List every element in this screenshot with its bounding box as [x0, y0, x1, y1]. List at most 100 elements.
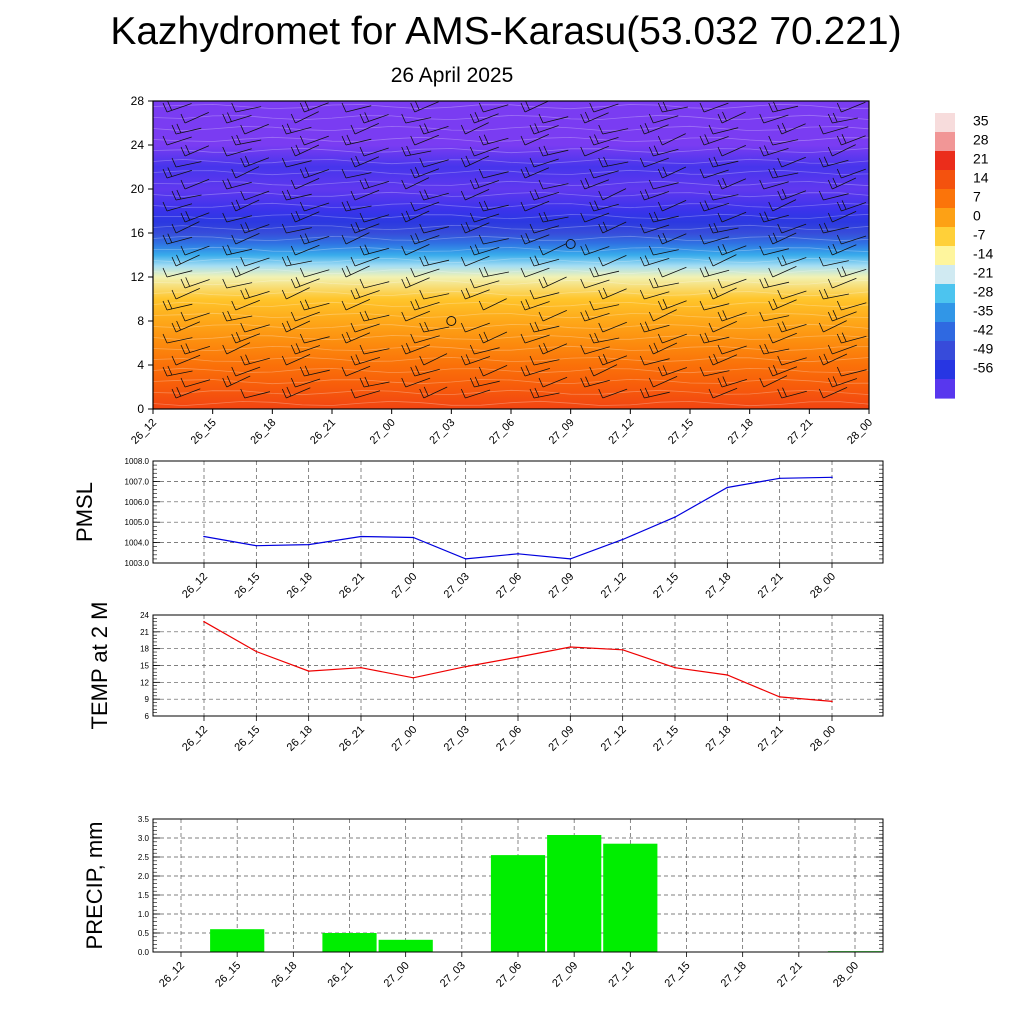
wind-barb — [180, 343, 211, 355]
wind-barb — [580, 178, 610, 190]
colorbar-label: -42 — [973, 322, 993, 338]
wind-barb — [768, 232, 797, 245]
wind-barb — [281, 255, 312, 267]
x-tick-label: 28_00 — [808, 571, 838, 601]
x-tick-label: 27_21 — [775, 960, 805, 990]
pmsl-point — [674, 516, 676, 518]
temp2m-point — [726, 674, 729, 676]
wind-barb — [359, 178, 390, 190]
wind-barb — [180, 245, 210, 256]
wind-barb — [478, 266, 509, 278]
wind-barb — [222, 375, 251, 388]
wind-barb — [657, 166, 687, 179]
heatmap-y-tick-label: 0 — [137, 402, 144, 416]
wind-barb — [589, 266, 620, 278]
wind-barb — [529, 123, 559, 135]
wind-barb — [648, 277, 679, 289]
temp2m-point — [412, 677, 415, 679]
x-tick-label: 28_00 — [808, 724, 838, 754]
wind-barb — [639, 387, 670, 399]
wind-barb — [401, 145, 432, 157]
wind-barb — [708, 254, 737, 267]
x-tick-label: 27_18 — [719, 960, 749, 990]
colorbar-label: 21 — [973, 151, 989, 167]
wind-barb — [759, 113, 789, 124]
colorbar-segment — [935, 322, 955, 342]
x-tick-label: 27_09 — [546, 571, 576, 601]
wind-barb — [639, 189, 670, 201]
wind-barb — [419, 289, 450, 300]
wind-barb — [478, 102, 509, 113]
wind-barb — [657, 133, 686, 146]
heatmap-y-tick-label: 16 — [131, 226, 145, 240]
colorbar-segment — [935, 151, 955, 171]
wind-barb — [818, 124, 849, 135]
colorbar-segment — [935, 284, 955, 304]
wind-barb — [460, 354, 491, 366]
wind-barb — [180, 277, 210, 289]
wind-barb — [827, 144, 856, 157]
heatmap-x-tick-label: 27_06 — [487, 417, 517, 447]
wind-barb — [299, 365, 330, 377]
wind-barb — [299, 135, 329, 146]
wind-barb — [708, 321, 737, 333]
wind-barb — [598, 321, 627, 333]
wind-barb — [699, 332, 730, 344]
wind-barb — [657, 299, 687, 311]
wind-barb — [460, 221, 490, 234]
isotherm-line — [152, 169, 870, 176]
wind-barb — [818, 288, 849, 300]
wind-barb — [598, 156, 629, 168]
wind-barb — [240, 256, 270, 267]
wind-barb — [520, 299, 550, 311]
heatmap-y-axis: 0 4 8 12 16 20 24 28 — [131, 94, 153, 416]
x-tick-label: 27_15 — [651, 571, 681, 601]
wind-barb — [827, 243, 857, 256]
wind-barb — [538, 276, 567, 289]
wind-barb — [827, 376, 858, 388]
isotherm-line — [152, 279, 870, 286]
x-tick-label: 27_09 — [546, 724, 576, 754]
colorbar-label: -14 — [973, 246, 993, 262]
y-tick-label: 6 — [145, 712, 150, 721]
x-tick-label: 27_18 — [703, 571, 733, 601]
wind-barb — [836, 234, 867, 245]
wind-barb — [777, 355, 807, 366]
wind-barb — [231, 199, 260, 212]
heatmap-x-tick-label: 27_00 — [368, 417, 398, 447]
wind-barb — [231, 102, 262, 113]
wind-barb — [520, 100, 549, 113]
wind-barb — [777, 387, 807, 399]
wind-barb — [768, 365, 798, 377]
wind-barb — [290, 311, 320, 322]
wind-barb — [171, 123, 202, 135]
wind-barb — [657, 266, 687, 278]
wind-barb — [222, 278, 253, 289]
y-tick-label: 1.5 — [138, 891, 150, 900]
wind-barb — [419, 255, 450, 267]
temp2m-point — [203, 620, 205, 623]
isotherm-line — [152, 356, 870, 363]
wind-barb — [478, 298, 507, 311]
wind-barb — [520, 365, 551, 377]
x-tick-label: 26_12 — [180, 724, 210, 754]
wind-barb — [529, 289, 560, 300]
x-tick-label: 27_03 — [442, 571, 472, 601]
wind-barb — [240, 288, 270, 300]
isotherm-line — [152, 103, 870, 110]
heatmap-y-tick-label: 4 — [137, 358, 144, 372]
wind-barb — [469, 278, 500, 289]
wind-barb — [222, 212, 252, 223]
wind-barb — [699, 300, 730, 311]
isotherm-line — [152, 147, 870, 154]
pmsl-point — [464, 558, 467, 560]
wind-barb — [699, 134, 729, 146]
temp2m-point — [621, 649, 624, 651]
wind-barb — [598, 188, 627, 201]
x-tick-label: 27_00 — [389, 724, 419, 754]
wind-barb — [231, 366, 261, 377]
wind-barb — [836, 266, 867, 278]
wind-barb — [240, 156, 270, 168]
wind-barb — [419, 189, 449, 201]
wind-barb — [460, 288, 490, 300]
